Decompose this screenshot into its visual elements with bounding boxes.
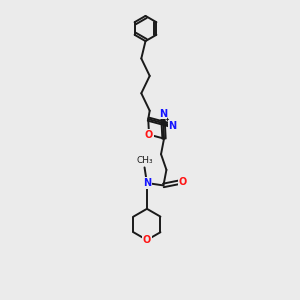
Text: O: O (145, 130, 153, 140)
Text: N: N (168, 121, 176, 130)
Text: N: N (159, 109, 167, 118)
Text: CH₃: CH₃ (136, 156, 153, 165)
Text: O: O (143, 235, 151, 245)
Text: N: N (143, 178, 151, 188)
Text: O: O (178, 177, 187, 187)
